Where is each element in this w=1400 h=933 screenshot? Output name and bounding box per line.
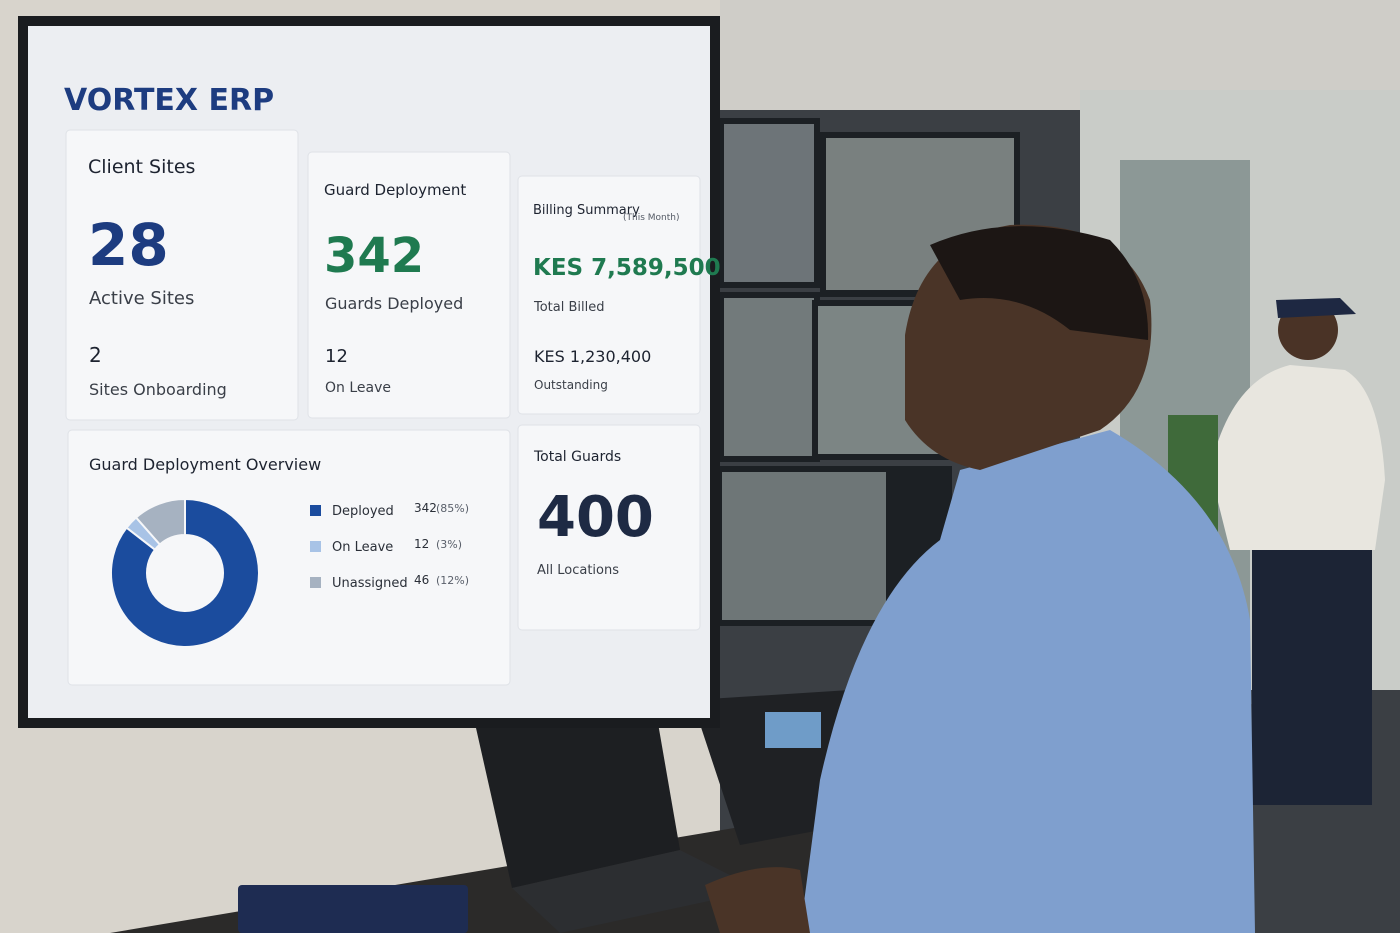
operator (705, 224, 1255, 933)
card-sub-value: 12 (325, 346, 348, 367)
card-title: Total Guards (533, 449, 621, 465)
laptop-base (512, 850, 760, 933)
legend-swatch (310, 505, 321, 516)
legend-percent: (85%) (436, 502, 469, 515)
donut-chart: Deployed 342 (85%) On Leave 12 (3%) Unassigned… (110, 497, 469, 648)
card-title: Guard Deployment (324, 181, 466, 199)
card-sub-label: Outstanding (534, 378, 608, 392)
legend-label: Deployed (332, 504, 394, 519)
legend-percent: (3%) (436, 538, 462, 551)
card-sub-value: 2 (89, 343, 102, 367)
card-title: Client Sites (88, 156, 195, 178)
legend-label: Unassigned (332, 576, 408, 591)
laptop-screen (476, 700, 680, 888)
card (517, 424, 701, 631)
card (65, 129, 299, 421)
card-label: Active Sites (89, 288, 194, 309)
donut-segment (110, 497, 260, 648)
card-note: (This Month) (623, 213, 679, 223)
card-value: 400 (537, 485, 654, 550)
card (517, 175, 701, 415)
card-value: 342 (324, 228, 424, 284)
legend-value: 12 (414, 537, 429, 551)
chart-title: Guard Deployment Overview (89, 455, 321, 474)
legend-value: 46 (414, 573, 429, 587)
legend-percent: (12%) (436, 574, 469, 587)
app-title: VORTEX ERP (64, 83, 274, 118)
card-value: KES 7,589,500 (533, 255, 721, 281)
card-label: Guards Deployed (325, 294, 463, 313)
card-value: 28 (88, 211, 169, 279)
legend-swatch (310, 541, 321, 552)
card-title: Billing Summary (533, 203, 640, 218)
card-sub-value: KES 1,230,400 (534, 347, 651, 366)
notebook (238, 885, 468, 933)
card-label: All Locations (537, 563, 619, 578)
legend-value: 342 (414, 501, 437, 515)
donut-segment (134, 497, 186, 546)
legend-label: On Leave (332, 540, 393, 555)
phone-display (765, 712, 821, 748)
legend-swatch (310, 577, 321, 588)
card-sub-label: On Leave (325, 380, 391, 396)
security-guard (1168, 298, 1385, 805)
card-sub-label: Sites Onboarding (89, 380, 227, 399)
card-label: Total Billed (533, 300, 605, 315)
card (307, 151, 511, 419)
